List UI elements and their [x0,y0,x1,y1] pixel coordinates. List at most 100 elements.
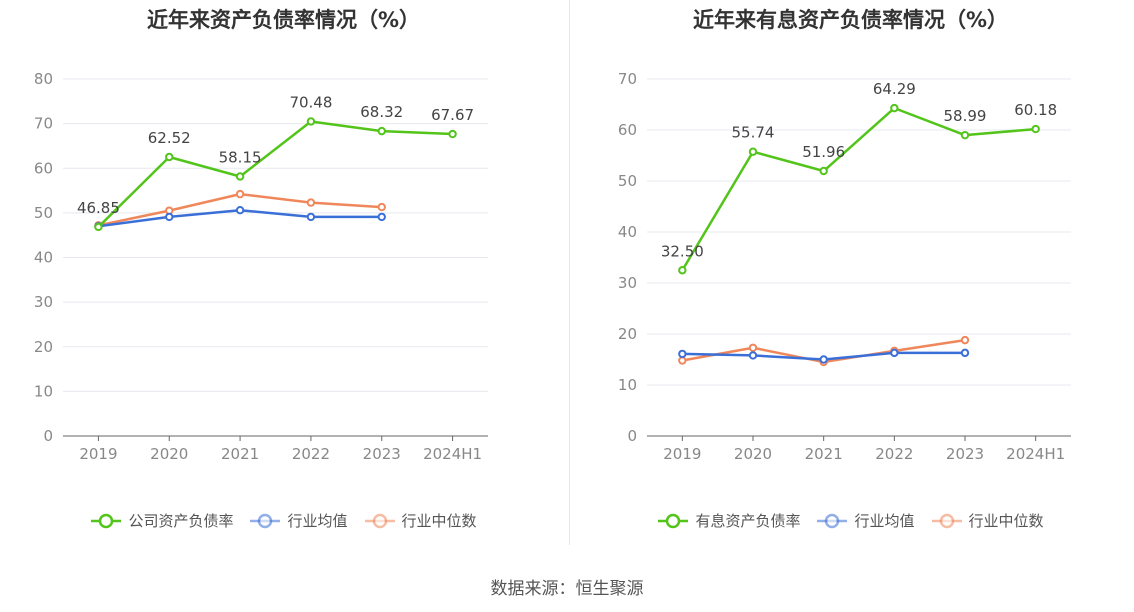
left-chart-legend: 公司资产负债率 行业均值 行业中位数 [0,510,567,531]
legend-item[interactable]: 行业中位数 [364,510,477,531]
legend-swatch-marker [939,513,954,528]
data-point [377,126,386,136]
x-tick-label: 2022 [292,445,330,463]
x-tick-label: 2022 [875,445,913,463]
data-label: 51.96 [802,143,845,161]
data-point [819,166,828,176]
data-label: 46.85 [77,199,120,217]
y-tick-label: 30 [618,274,637,292]
left-chart-title: 近年来资产负债率情况（%） [146,8,421,32]
data-point [448,129,457,139]
legend-item[interactable]: 行业均值 [249,510,348,531]
x-tick-label: 2021 [805,445,843,463]
legend-label: 行业均值 [287,512,348,530]
x-tick-label: 2021 [221,445,259,463]
x-tick-label: 2019 [79,445,117,463]
legend-item[interactable]: 有息资产负债率 [657,510,800,531]
y-tick-label: 50 [618,172,637,190]
y-tick-label: 10 [618,376,637,394]
legend-label: 有息资产负债率 [695,512,801,530]
data-point [1031,124,1040,134]
left-chart-panel: 近年来资产负债率情况（%） 0 10 20 30 40 50 60 70 80 2019 2020 2… [0,0,567,560]
y-tick-label: 40 [618,223,637,241]
data-point [306,198,316,207]
right-chart-plot: 0 10 20 30 40 50 60 70 2019 2020 2021 2022 2023 2024H… [618,70,1071,463]
legend-swatch-icon [91,513,122,528]
data-point [678,266,687,275]
data-point [960,130,970,140]
x-tick-label: 2023 [946,445,984,463]
data-point [94,222,103,232]
data-point [306,212,316,222]
data-point [748,351,758,360]
legend-swatch-icon [364,513,395,528]
y-tick-label: 20 [34,338,53,356]
data-point [235,172,245,181]
data-label: 32.50 [661,242,704,260]
y-tick-label: 20 [618,325,637,343]
data-point [890,348,899,358]
x-tick-label: 2020 [734,445,772,463]
data-label: 64.29 [873,80,916,98]
x-tick-label: 2024H1 [423,445,482,463]
legend-swatch-icon [250,513,281,528]
x-tick-label: 2023 [363,445,401,463]
y-tick-label: 40 [34,249,53,267]
data-point [165,152,174,162]
legend-swatch-icon [658,513,689,528]
data-point [890,103,899,113]
legend-label: 行业中位数 [968,512,1044,530]
legend-swatch-marker [666,513,681,528]
legend-item[interactable]: 行业均值 [816,510,915,531]
data-point [748,147,758,156]
data-point [960,348,970,358]
left-chart-plot: 0 10 20 30 40 50 60 70 80 2019 2020 2021 2022 2023 202… [34,70,488,463]
legend-swatch-icon [817,513,848,528]
x-tick-label: 2020 [150,445,188,463]
y-tick-label: 50 [34,204,53,222]
data-label: 68.32 [360,103,403,121]
data-label: 58.15 [219,149,262,167]
y-tick-label: 70 [618,70,637,88]
data-point [678,349,687,359]
y-tick-label: 0 [43,427,53,445]
y-tick-label: 60 [34,159,53,177]
y-tick-label: 30 [34,293,53,311]
panel-divider [569,0,570,545]
data-source-note: 数据来源：恒生聚源 [490,579,644,599]
legend-swatch-marker [258,513,273,528]
y-tick-label: 60 [618,121,637,139]
data-point [377,212,386,222]
data-point [235,205,245,215]
legend-item[interactable]: 行业中位数 [931,510,1044,531]
y-tick-label: 70 [34,115,53,133]
data-point [165,212,174,222]
y-tick-label: 10 [34,382,53,400]
data-point [235,189,245,199]
legend-swatch-marker [825,513,840,528]
data-label: 70.48 [289,93,332,111]
data-label: 60.18 [1014,101,1057,119]
data-label: 62.52 [148,129,191,147]
right-chart-title: 近年来有息资产负债率情况（%） [692,8,1009,32]
legend-swatch-icon [931,513,962,528]
legend-swatch-marker [372,513,387,528]
right-chart-legend: 有息资产负债率 行业均值 行业中位数 [567,510,1134,531]
series-line [97,120,453,228]
data-label: 55.74 [732,124,775,142]
legend-swatch-marker [99,513,114,528]
data-label: 58.99 [944,107,987,125]
legend-item[interactable]: 公司资产负债率 [90,510,233,531]
right-chart-panel: 近年来有息资产负债率情况（%） 0 10 20 30 40 50 60 70 2019 2020 2… [567,0,1134,560]
y-tick-label: 80 [34,70,53,88]
data-point [748,343,758,352]
data-label: 67.67 [431,106,474,124]
x-tick-label: 2019 [663,445,701,463]
data-point [819,355,828,364]
legend-label: 行业中位数 [401,512,477,530]
data-point [306,117,316,126]
data-point [678,356,687,365]
x-tick-label: 2024H1 [1006,445,1065,463]
series-line [681,106,1036,271]
legend-label: 公司资产负债率 [128,512,234,530]
